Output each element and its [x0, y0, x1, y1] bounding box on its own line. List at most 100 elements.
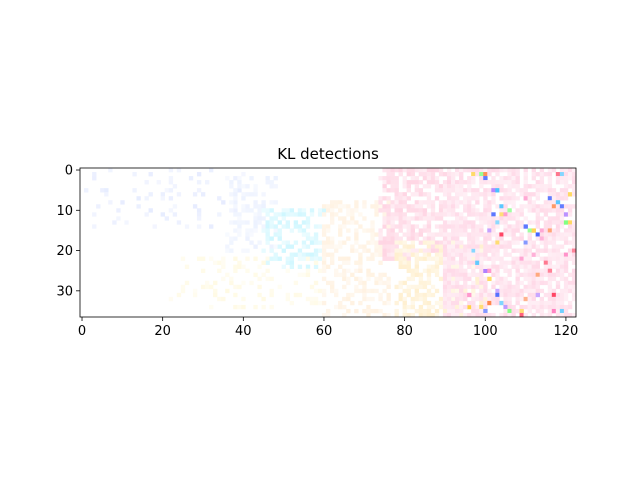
heatmap-cell — [374, 208, 379, 213]
heatmap-cell — [491, 212, 496, 217]
heatmap-cell — [406, 284, 411, 290]
heatmap-cell — [410, 312, 415, 318]
heatmap-cell — [471, 296, 476, 302]
heatmap-cell — [430, 236, 436, 241]
heatmap-cell — [455, 200, 460, 205]
heatmap-cell — [362, 296, 367, 302]
heatmap-cell — [527, 240, 532, 245]
heatmap-cell — [358, 212, 363, 217]
heatmap-cell — [402, 176, 407, 181]
heatmap-cell — [551, 232, 557, 237]
heatmap-cell — [422, 172, 428, 177]
heatmap-cell — [398, 196, 403, 201]
heatmap-cell — [342, 284, 347, 290]
heatmap-cell — [450, 268, 456, 274]
heatmap-cell — [132, 172, 137, 177]
heatmap-cell — [321, 260, 327, 265]
heatmap-cell — [414, 232, 420, 237]
heatmap-cell — [196, 172, 202, 177]
heatmap-cell — [515, 208, 520, 213]
heatmap-cell — [334, 292, 339, 298]
heatmap-cell — [269, 224, 274, 229]
heatmap-cell — [309, 208, 315, 213]
heatmap-cell — [422, 256, 428, 261]
heatmap-cell — [467, 292, 472, 298]
heatmap-cell — [459, 224, 464, 229]
heatmap-cell — [426, 200, 432, 205]
heatmap-cell — [410, 224, 415, 229]
heatmap-cell — [402, 304, 407, 310]
heatmap-cell — [406, 224, 411, 229]
heatmap-cell — [257, 204, 262, 209]
heatmap-cell — [346, 280, 351, 286]
heatmap-cell — [257, 276, 262, 282]
heatmap-cell — [543, 240, 549, 245]
heatmap-cell — [438, 256, 444, 261]
heatmap-cell — [459, 300, 464, 306]
heatmap-cell — [293, 292, 299, 298]
heatmap-cell — [426, 276, 432, 282]
heatmap-cell — [184, 224, 190, 229]
heatmap-cell — [406, 248, 411, 253]
heatmap-cell — [442, 264, 448, 269]
heatmap-cell — [438, 252, 444, 257]
heatmap-cell — [374, 232, 379, 237]
heatmap-cell — [164, 188, 170, 193]
heatmap-cell — [567, 240, 573, 245]
heatmap-cell — [390, 184, 395, 189]
heatmap-cell — [479, 228, 484, 233]
heatmap-cell — [305, 244, 311, 249]
heatmap-cell — [459, 312, 464, 318]
heatmap-cell — [313, 280, 319, 286]
heatmap-cell — [547, 216, 553, 221]
heatmap-cell — [479, 304, 484, 310]
heatmap-cell — [503, 228, 508, 233]
heatmap-cell — [374, 252, 379, 257]
heatmap-cell — [434, 168, 440, 173]
heatmap-cell — [390, 180, 395, 185]
heatmap-cell — [515, 196, 520, 201]
heatmap-cell — [406, 180, 411, 185]
heatmap-cell — [555, 256, 561, 261]
heatmap-cell — [507, 244, 512, 249]
heatmap-cell — [334, 288, 339, 294]
heatmap-cell — [390, 176, 395, 181]
heatmap-cell — [555, 224, 561, 229]
heatmap-cell — [273, 228, 278, 233]
heatmap-cell — [511, 172, 516, 177]
heatmap-cell — [253, 220, 258, 225]
heatmap-cell — [414, 268, 420, 274]
heatmap-cell — [547, 312, 553, 318]
heatmap-cell — [394, 168, 399, 173]
heatmap-cell — [467, 240, 472, 245]
heatmap-cell — [459, 284, 464, 290]
y-tick-label: 10 — [56, 204, 73, 219]
heatmap-cell — [434, 268, 440, 274]
heatmap-cell — [499, 216, 504, 221]
heatmap-cell — [471, 176, 476, 181]
heatmap-cell — [563, 312, 569, 318]
heatmap-cell — [446, 204, 452, 209]
heatmap-cell — [555, 252, 561, 257]
heatmap-cell — [531, 200, 536, 205]
heatmap-cell — [261, 192, 266, 197]
heatmap-cell — [483, 180, 488, 185]
heatmap-cell — [463, 188, 468, 193]
heatmap-cell — [511, 204, 516, 209]
heatmap-cell — [519, 280, 524, 286]
heatmap-cell — [467, 284, 472, 290]
heatmap-cell — [559, 276, 565, 282]
heatmap-cell — [330, 256, 335, 261]
heatmap-cell — [442, 304, 448, 310]
heatmap-cell — [455, 216, 460, 221]
heatmap-cell — [209, 224, 214, 229]
heatmap-cell — [523, 224, 528, 229]
heatmap-cell — [539, 208, 545, 213]
heatmap-cell — [535, 236, 540, 241]
heatmap-cell — [507, 296, 512, 302]
heatmap-cell — [559, 208, 565, 213]
heatmap-cell — [241, 296, 246, 302]
heatmap-cell — [213, 292, 218, 298]
heatmap-cell — [555, 296, 561, 302]
heatmap-cell — [205, 180, 210, 185]
